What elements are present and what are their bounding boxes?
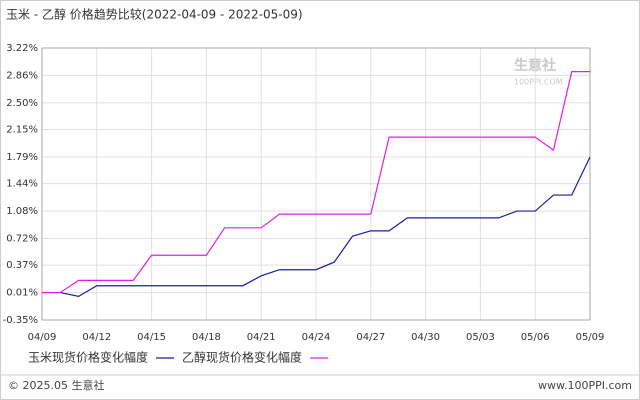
x-tick-label: 04/24 — [302, 332, 331, 343]
x-tick-label: 04/18 — [192, 332, 221, 343]
y-tick-label: 1.79% — [6, 152, 38, 163]
y-tick-label: 2.15% — [6, 125, 38, 136]
series-line — [42, 156, 591, 298]
y-tick-label: 0.72% — [6, 233, 38, 244]
x-tick-label: 04/30 — [411, 332, 440, 343]
y-tick-label: 1.44% — [6, 179, 38, 190]
y-tick-label: 0.37% — [6, 260, 38, 271]
legend-label: 玉米现货价格变化幅度 — [28, 350, 148, 365]
x-tick-label: 05/09 — [576, 332, 605, 343]
y-tick-label: 2.86% — [6, 70, 38, 81]
x-tick-label: 04/27 — [356, 332, 385, 343]
footer-left: © 2025.05 生意社 — [8, 378, 104, 392]
chart-title: 玉米 - 乙醇 价格趋势比较(2022-04-09 - 2022-05-09) — [6, 7, 303, 22]
plot-border — [41, 47, 591, 321]
legend-label: 乙醇现货价格变化幅度 — [182, 350, 302, 365]
y-tick-label: 3.22% — [6, 43, 38, 54]
y-tick-label: -0.35% — [3, 315, 38, 326]
y-tick-label: 1.08% — [6, 206, 38, 217]
y-tick-label: 0.01% — [6, 288, 38, 299]
footer-right: www.100PPI.com — [538, 379, 632, 392]
x-tick-label: 05/03 — [466, 332, 495, 343]
y-tick-label: 2.50% — [6, 98, 38, 109]
x-tick-label: 04/21 — [247, 332, 276, 343]
watermark-url: 100PPI.COM — [514, 78, 563, 87]
x-tick-label: 04/15 — [137, 332, 166, 343]
x-tick-label: 05/06 — [521, 332, 550, 343]
series-line — [42, 71, 590, 294]
x-tick-label: 04/09 — [28, 332, 57, 343]
x-tick-label: 04/12 — [82, 332, 111, 343]
